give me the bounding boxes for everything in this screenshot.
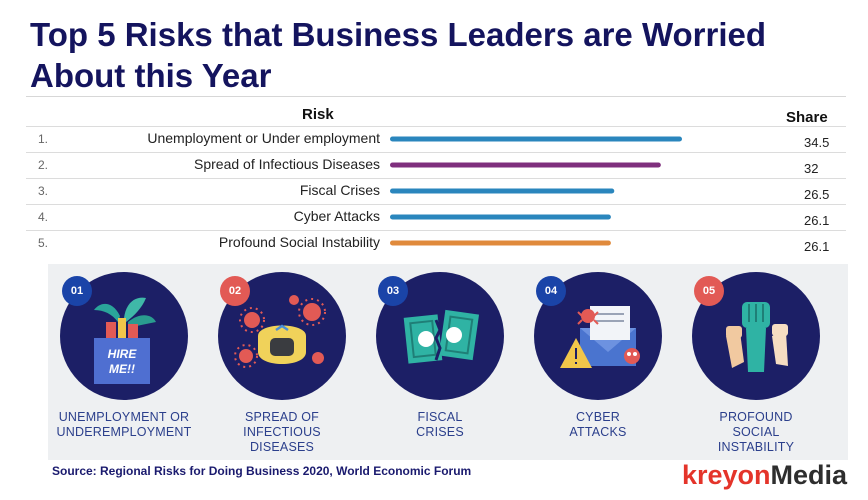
risk-number-badge: 05	[694, 276, 724, 306]
row-divider	[26, 178, 846, 179]
sign-text-line1: HIRE	[108, 347, 138, 361]
table-row: 3. Fiscal Crises 26.5	[26, 178, 846, 204]
infographic-panel: HIRE ME!! 01 UNEMPLOYMENT OR UNDEREMPLOY…	[48, 264, 848, 460]
raised-fists-icon	[726, 302, 788, 372]
bar-1	[390, 136, 682, 142]
risk-number-badge: 04	[536, 276, 566, 306]
risk-card-diseases: 02 SPREAD OF INFECTIOUS DISEASES	[206, 264, 362, 460]
table-row: 4. Cyber Attacks 26.1	[26, 204, 846, 230]
bar-2	[390, 162, 661, 168]
risk-number-badge: 02	[220, 276, 250, 306]
brand-name-part2: Media	[770, 460, 848, 490]
caption-line: SPREAD OF	[244, 410, 320, 424]
table-row: 2. Spread of Infectious Diseases 32	[26, 152, 846, 178]
risk-card-unemployment: HIRE ME!! 01 UNEMPLOYMENT OR UNDEREMPLOY…	[48, 264, 204, 460]
category-label: Profound Social Instability	[218, 234, 380, 250]
table-row: 1. Unemployment or Under employment 34.5	[26, 126, 846, 152]
risk-column-header: Risk	[302, 106, 334, 123]
value-label: 26.5	[804, 187, 830, 202]
brand-name-part1: kreyon	[682, 460, 771, 490]
risk-caption: SPREAD OF INFECTIOUS DISEASES	[202, 410, 362, 455]
row-number: 1.	[38, 132, 49, 146]
category-label: Fiscal Crises	[299, 182, 380, 198]
caption-line: ATTACKS	[569, 425, 627, 439]
value-label: 26.1	[804, 213, 830, 228]
bar-5	[390, 240, 611, 246]
category-label: Unemployment or Under employment	[147, 130, 380, 146]
risk-caption: FISCAL CRISES	[360, 410, 520, 440]
caption-line: FISCAL	[417, 410, 463, 424]
row-divider	[26, 126, 846, 127]
row-number: 5.	[38, 236, 49, 250]
risk-caption: CYBER ATTACKS	[518, 410, 678, 440]
bar-4	[390, 214, 611, 220]
risk-number-badge: 03	[378, 276, 408, 306]
caption-line: UNEMPLOYMENT OR	[58, 410, 190, 424]
risk-number-badge: 01	[62, 276, 92, 306]
bar-3	[390, 188, 615, 194]
category-label: Spread of Infectious Diseases	[194, 156, 380, 172]
share-column-header: Share	[786, 109, 828, 126]
virus-mask-icon	[234, 295, 326, 368]
row-number: 4.	[38, 210, 49, 224]
risk-table: Risk Share 1. Unemployment or Under empl…	[26, 96, 846, 256]
value-label: 26.1	[804, 239, 830, 254]
risk-caption: PROFOUND SOCIAL INSTABILITY	[676, 410, 836, 455]
caption-line: DISEASES	[249, 440, 315, 454]
row-divider	[26, 230, 846, 231]
risk-card-cyber: 04 CYBER ATTACKS	[522, 264, 678, 460]
risk-card-fiscal: 03 FISCAL CRISES	[364, 264, 520, 460]
brand-logo: kreyonMedia	[682, 460, 847, 491]
risk-card-social: 05 PROFOUND SOCIAL INSTABILITY	[680, 264, 836, 460]
risk-caption: UNEMPLOYMENT OR UNDEREMPLOYMENT	[44, 410, 204, 440]
caption-line: INSTABILITY	[717, 440, 795, 454]
bar-chart	[390, 136, 682, 246]
chart-title: Top 5 Risks that Business Leaders are Wo…	[30, 16, 767, 94]
caption-line: SOCIAL	[732, 425, 780, 439]
table-top-rule	[26, 96, 846, 97]
caption-line: UNDEREMPLOYMENT	[56, 425, 192, 439]
torn-banknote-icon	[403, 309, 480, 364]
sign-text-line2: ME!!	[109, 362, 135, 376]
caption-line: INFECTIOUS	[243, 425, 321, 439]
table-row: 5. Profound Social Instability 26.1	[26, 230, 846, 256]
row-number: 2.	[38, 158, 49, 172]
source-note: Source: Regional Risks for Doing Busines…	[52, 464, 472, 478]
caption-line: CRISES	[416, 425, 464, 439]
category-label: Cyber Attacks	[293, 208, 380, 224]
row-divider	[26, 204, 846, 205]
caption-line: PROFOUND	[719, 410, 793, 424]
value-label: 32	[804, 161, 819, 176]
row-number: 3.	[38, 184, 49, 198]
caption-line: CYBER	[575, 410, 621, 424]
value-label: 34.5	[804, 135, 830, 150]
hire-me-sign-icon: HIRE ME!!	[94, 297, 156, 384]
row-divider	[26, 152, 846, 153]
cyber-attack-icon	[560, 306, 640, 368]
